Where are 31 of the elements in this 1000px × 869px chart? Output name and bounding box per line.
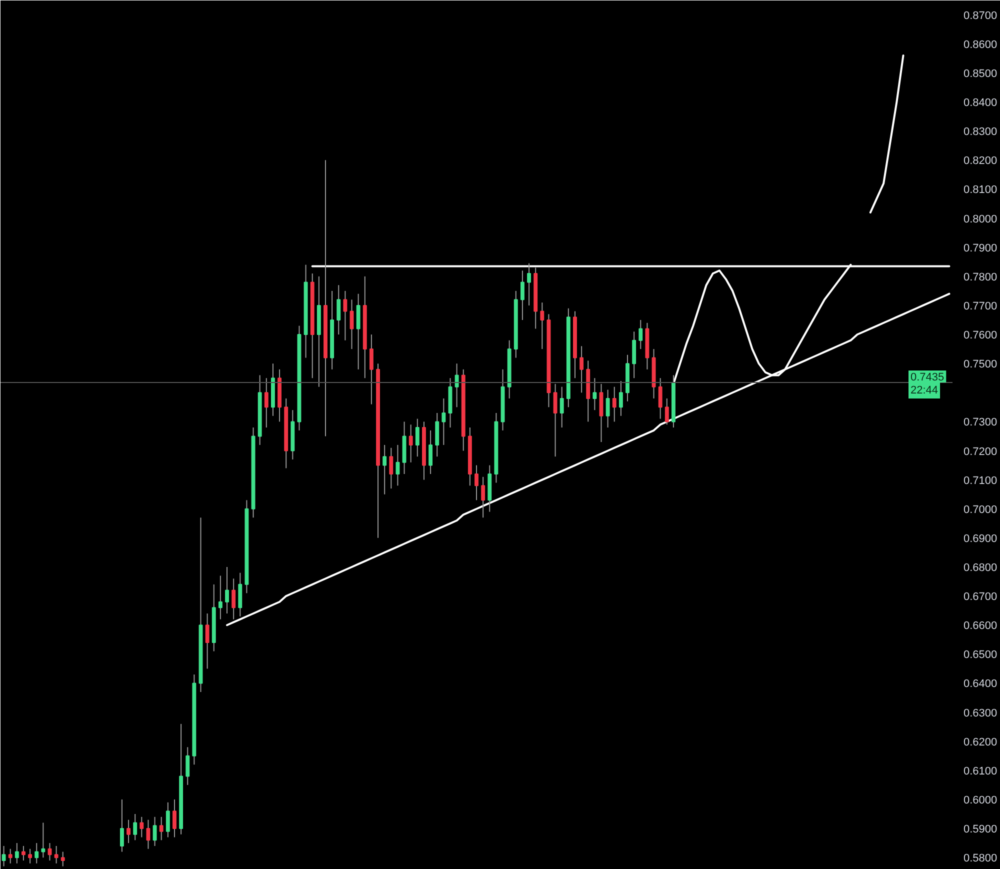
y-tick-label: 0.6600 <box>964 620 998 632</box>
ref-line-label: 0.7435 <box>910 371 944 384</box>
y-tick-label: 0.5800 <box>964 852 998 865</box>
y-tick-label: 0.6900 <box>964 532 998 545</box>
y-tick-label: 0.8400 <box>964 97 998 110</box>
y-tick-label: 0.6000 <box>964 794 998 806</box>
y-tick-label: 0.7700 <box>964 300 998 312</box>
y-tick-label: 0.8100 <box>964 184 998 196</box>
y-tick-label: 0.7900 <box>964 242 998 254</box>
y-tick-label: 0.6800 <box>964 562 998 574</box>
y-tick-label: 0.8500 <box>964 68 998 80</box>
y-tick-label: 0.7100 <box>964 474 998 487</box>
y-tick-label: 0.6200 <box>964 736 998 748</box>
y-tick-label: 0.8000 <box>964 213 998 226</box>
annotation: 22:44 <box>910 384 938 396</box>
y-tick-label: 0.5900 <box>964 824 998 836</box>
y-tick-label: 0.8300 <box>964 126 998 138</box>
y-tick-label: 0.6100 <box>964 765 998 778</box>
y-tick-label: 0.7300 <box>964 416 998 429</box>
y-tick-label: 0.8700 <box>964 10 998 22</box>
y-tick-label: 0.7000 <box>964 504 998 516</box>
y-tick-label: 0.6400 <box>964 678 998 690</box>
y-tick-label: 0.6300 <box>964 707 998 720</box>
y-tick-label: 0.8200 <box>964 155 998 168</box>
y-tick-label: 0.7500 <box>964 358 998 371</box>
y-tick-label: 0.6500 <box>964 649 998 662</box>
y-tick-label: 0.7200 <box>964 446 998 458</box>
y-tick-label: 0.7800 <box>964 271 998 284</box>
y-tick-label: 0.8600 <box>964 38 998 51</box>
y-tick-label: 0.6700 <box>964 591 998 604</box>
y-tick-label: 0.7600 <box>964 330 998 342</box>
